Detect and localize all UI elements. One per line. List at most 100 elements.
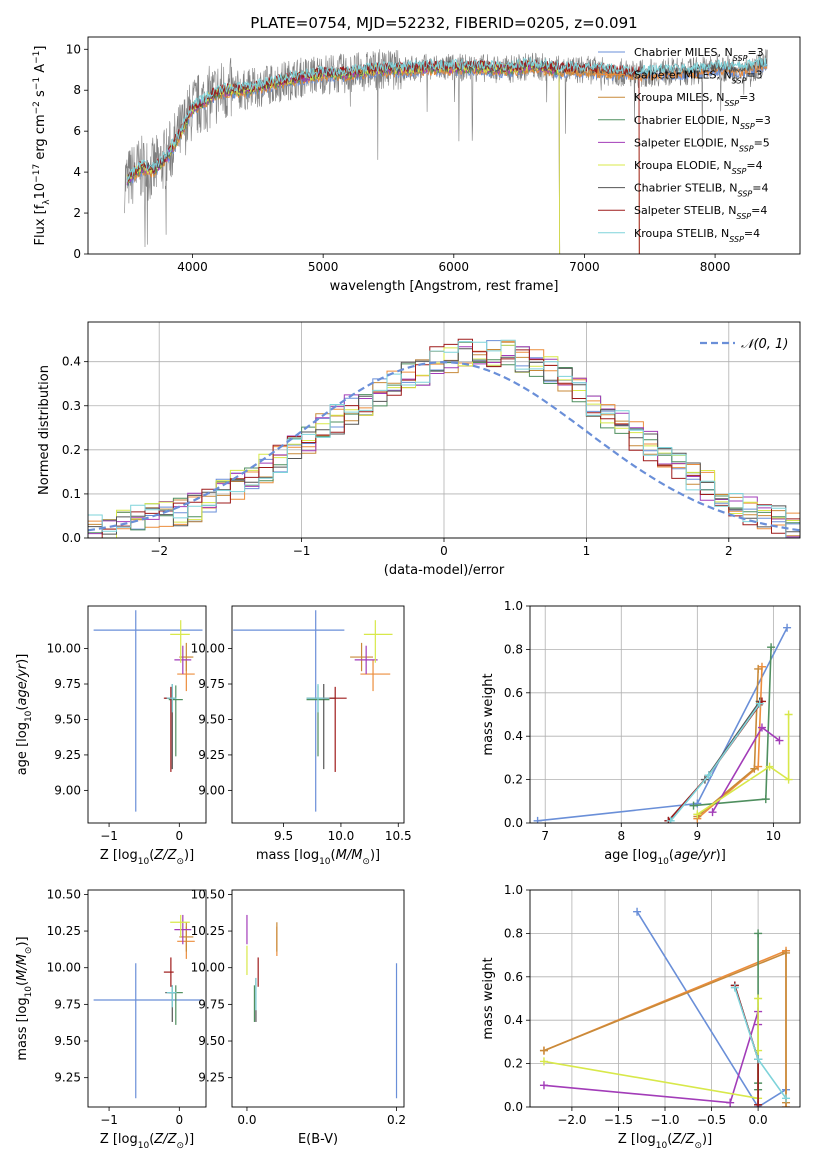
errorbar-kroupa-stelib bbox=[166, 985, 177, 1008]
legend-label: Chabrier ELODIE, NSSP=3 bbox=[634, 114, 771, 131]
legend-label: Salpeter STELIB, NSSP=4 bbox=[634, 204, 767, 221]
errorbar-salpeter-stelib bbox=[163, 957, 174, 987]
y-tick-label: 1.0 bbox=[504, 599, 523, 613]
weight-line-chabrier-miles bbox=[533, 623, 792, 823]
x-tick-label: 1 bbox=[583, 544, 591, 558]
y-tick-label: 0.1 bbox=[62, 487, 81, 501]
weight-line-salpeter-elodie bbox=[708, 723, 784, 817]
y-axis-label: mass weight bbox=[481, 957, 496, 1039]
y-tick-label: 9.50 bbox=[54, 712, 81, 726]
y-tick-label: 10.00 bbox=[191, 642, 225, 656]
x-tick-label: −2 bbox=[150, 544, 168, 558]
data-point-marker bbox=[730, 983, 739, 992]
x-tick-label: 10.0 bbox=[328, 829, 355, 843]
data-point-marker bbox=[754, 1055, 763, 1064]
data-point-marker bbox=[708, 808, 717, 817]
x-axis-label: (data-model)/error bbox=[384, 563, 505, 578]
histogram-kroupa-stelib bbox=[88, 339, 800, 538]
x-tick-label: −2.0 bbox=[557, 1113, 586, 1127]
y-tick-label: 0.4 bbox=[62, 355, 81, 369]
x-tick-label: 8 bbox=[617, 829, 625, 843]
y-tick-label: 9.50 bbox=[198, 1034, 225, 1048]
x-tick-label: 0 bbox=[175, 1113, 183, 1127]
y-tick-label: 4 bbox=[73, 165, 81, 179]
x-tick-label: 7 bbox=[541, 829, 549, 843]
x-tick-label: −1 bbox=[293, 544, 311, 558]
y-tick-label: 0.0 bbox=[504, 816, 523, 830]
y-tick-label: 0.4 bbox=[504, 1013, 523, 1027]
errorbar-kroupa-miles bbox=[179, 642, 194, 672]
legend-label: Kroupa STELIB, NSSP=4 bbox=[634, 227, 760, 244]
y-tick-label: 10.25 bbox=[47, 924, 81, 938]
y-tick-label: 0.2 bbox=[62, 443, 81, 457]
errorbar-kroupa-miles bbox=[179, 922, 194, 952]
data-point-marker bbox=[761, 795, 770, 804]
data-point-marker bbox=[754, 994, 763, 1003]
y-tick-label: 9.25 bbox=[54, 1071, 81, 1085]
x-axis-label: mass [log10(M/M⊙)] bbox=[256, 848, 380, 867]
x-tick-label: 0 bbox=[175, 829, 183, 843]
errorbar-chabrier-miles bbox=[93, 963, 203, 1099]
axes-frame bbox=[231, 605, 405, 824]
spectrum-panel: 4000 5000 6000 7000 8000 0 2 4 6 8 10 Chabrier MILE… bbox=[32, 36, 801, 294]
legend-label: Kroupa MILES, NSSP=3 bbox=[634, 91, 755, 108]
model-line-kroupa-elodie bbox=[126, 59, 561, 254]
data-point-marker bbox=[784, 775, 793, 784]
data-point-marker bbox=[666, 816, 675, 823]
legend-label: Salpeter ELODIE, NSSP=5 bbox=[634, 136, 770, 153]
weight-line-kroupa-elodie bbox=[693, 710, 793, 819]
model-line-salpeter-elodie bbox=[126, 61, 561, 254]
y-tick-label: 0.3 bbox=[62, 399, 81, 413]
legend-label: Chabrier STELIB, NSSP=4 bbox=[634, 182, 768, 199]
x-tick-label: −1 bbox=[100, 829, 118, 843]
x-tick-label: 7000 bbox=[569, 260, 600, 274]
y-tick-label: 8 bbox=[73, 83, 81, 97]
data-point-marker bbox=[533, 816, 542, 823]
model-line-chabrier-stelib bbox=[126, 58, 768, 181]
weight-vs-age-panel: 7 8 9 10 0.0 0.2 0.4 0.6 0.8 1.0 mass weight age [l… bbox=[481, 599, 801, 867]
data-point-marker bbox=[765, 762, 774, 771]
data-point-marker bbox=[689, 801, 698, 810]
x-axis-label: Z [log10(Z/Z⊙)] bbox=[100, 848, 194, 867]
data-point-marker bbox=[754, 664, 763, 673]
y-tick-label: 9.75 bbox=[198, 677, 225, 691]
y-tick-label: 9.25 bbox=[198, 1071, 225, 1085]
y-tick-label: 10.00 bbox=[47, 961, 81, 975]
axes-frame bbox=[529, 605, 801, 824]
model-line-kroupa-stelib bbox=[126, 56, 768, 182]
axes-frame bbox=[231, 889, 405, 1108]
x-tick-label: 2 bbox=[725, 544, 733, 558]
data-point-marker bbox=[539, 1046, 548, 1055]
y-axis-label: Normed distribution bbox=[37, 365, 52, 495]
errorbar-salpeter-elodie bbox=[174, 914, 192, 945]
x-tick-label: 0.0 bbox=[749, 1113, 768, 1127]
axes-frame bbox=[87, 36, 801, 255]
mass-vs-EBV-plot-area bbox=[246, 914, 398, 1099]
y-tick-label: 2 bbox=[73, 206, 81, 220]
y-tick-label: 1.0 bbox=[504, 883, 523, 897]
data-point-marker bbox=[783, 623, 792, 632]
histogram-salpeter-stelib bbox=[88, 338, 800, 538]
data-point-marker bbox=[693, 810, 702, 819]
y-tick-label: 0.6 bbox=[504, 686, 523, 700]
data-point-marker bbox=[754, 929, 763, 938]
y-axis-label: Flux [fλ10−17 erg cm−2 s−1 A−1] bbox=[32, 46, 52, 246]
errorbar-chabrier-elodie bbox=[168, 985, 183, 1025]
age-vs-Z-panel: −1 0 9.00 9.25 9.50 9.75 10.00 Z [log10(Z/Z⊙)] a… bbox=[15, 605, 207, 867]
y-tick-label: 10.25 bbox=[191, 924, 225, 938]
y-tick-label: 9.50 bbox=[54, 1034, 81, 1048]
weight-vs-age-plot-area bbox=[533, 623, 793, 823]
y-tick-label: 9.50 bbox=[198, 712, 225, 726]
data-point-marker bbox=[754, 1100, 763, 1107]
x-tick-label: 9 bbox=[694, 829, 702, 843]
errorbar-kroupa-stelib bbox=[166, 684, 177, 713]
y-axis-label: age [log10(age/yr)] bbox=[15, 654, 34, 776]
x-tick-label: 0.0 bbox=[237, 1113, 256, 1127]
y-tick-label: 10.00 bbox=[191, 961, 225, 975]
chart-title: PLATE=0754, MJD=52232, FIBERID=0205, z=0… bbox=[250, 14, 637, 32]
y-tick-label: 0.2 bbox=[504, 1057, 523, 1071]
data-point-marker bbox=[755, 699, 764, 708]
data-point-marker bbox=[782, 1094, 791, 1103]
weight-line-kroupa-stelib bbox=[730, 983, 791, 1103]
